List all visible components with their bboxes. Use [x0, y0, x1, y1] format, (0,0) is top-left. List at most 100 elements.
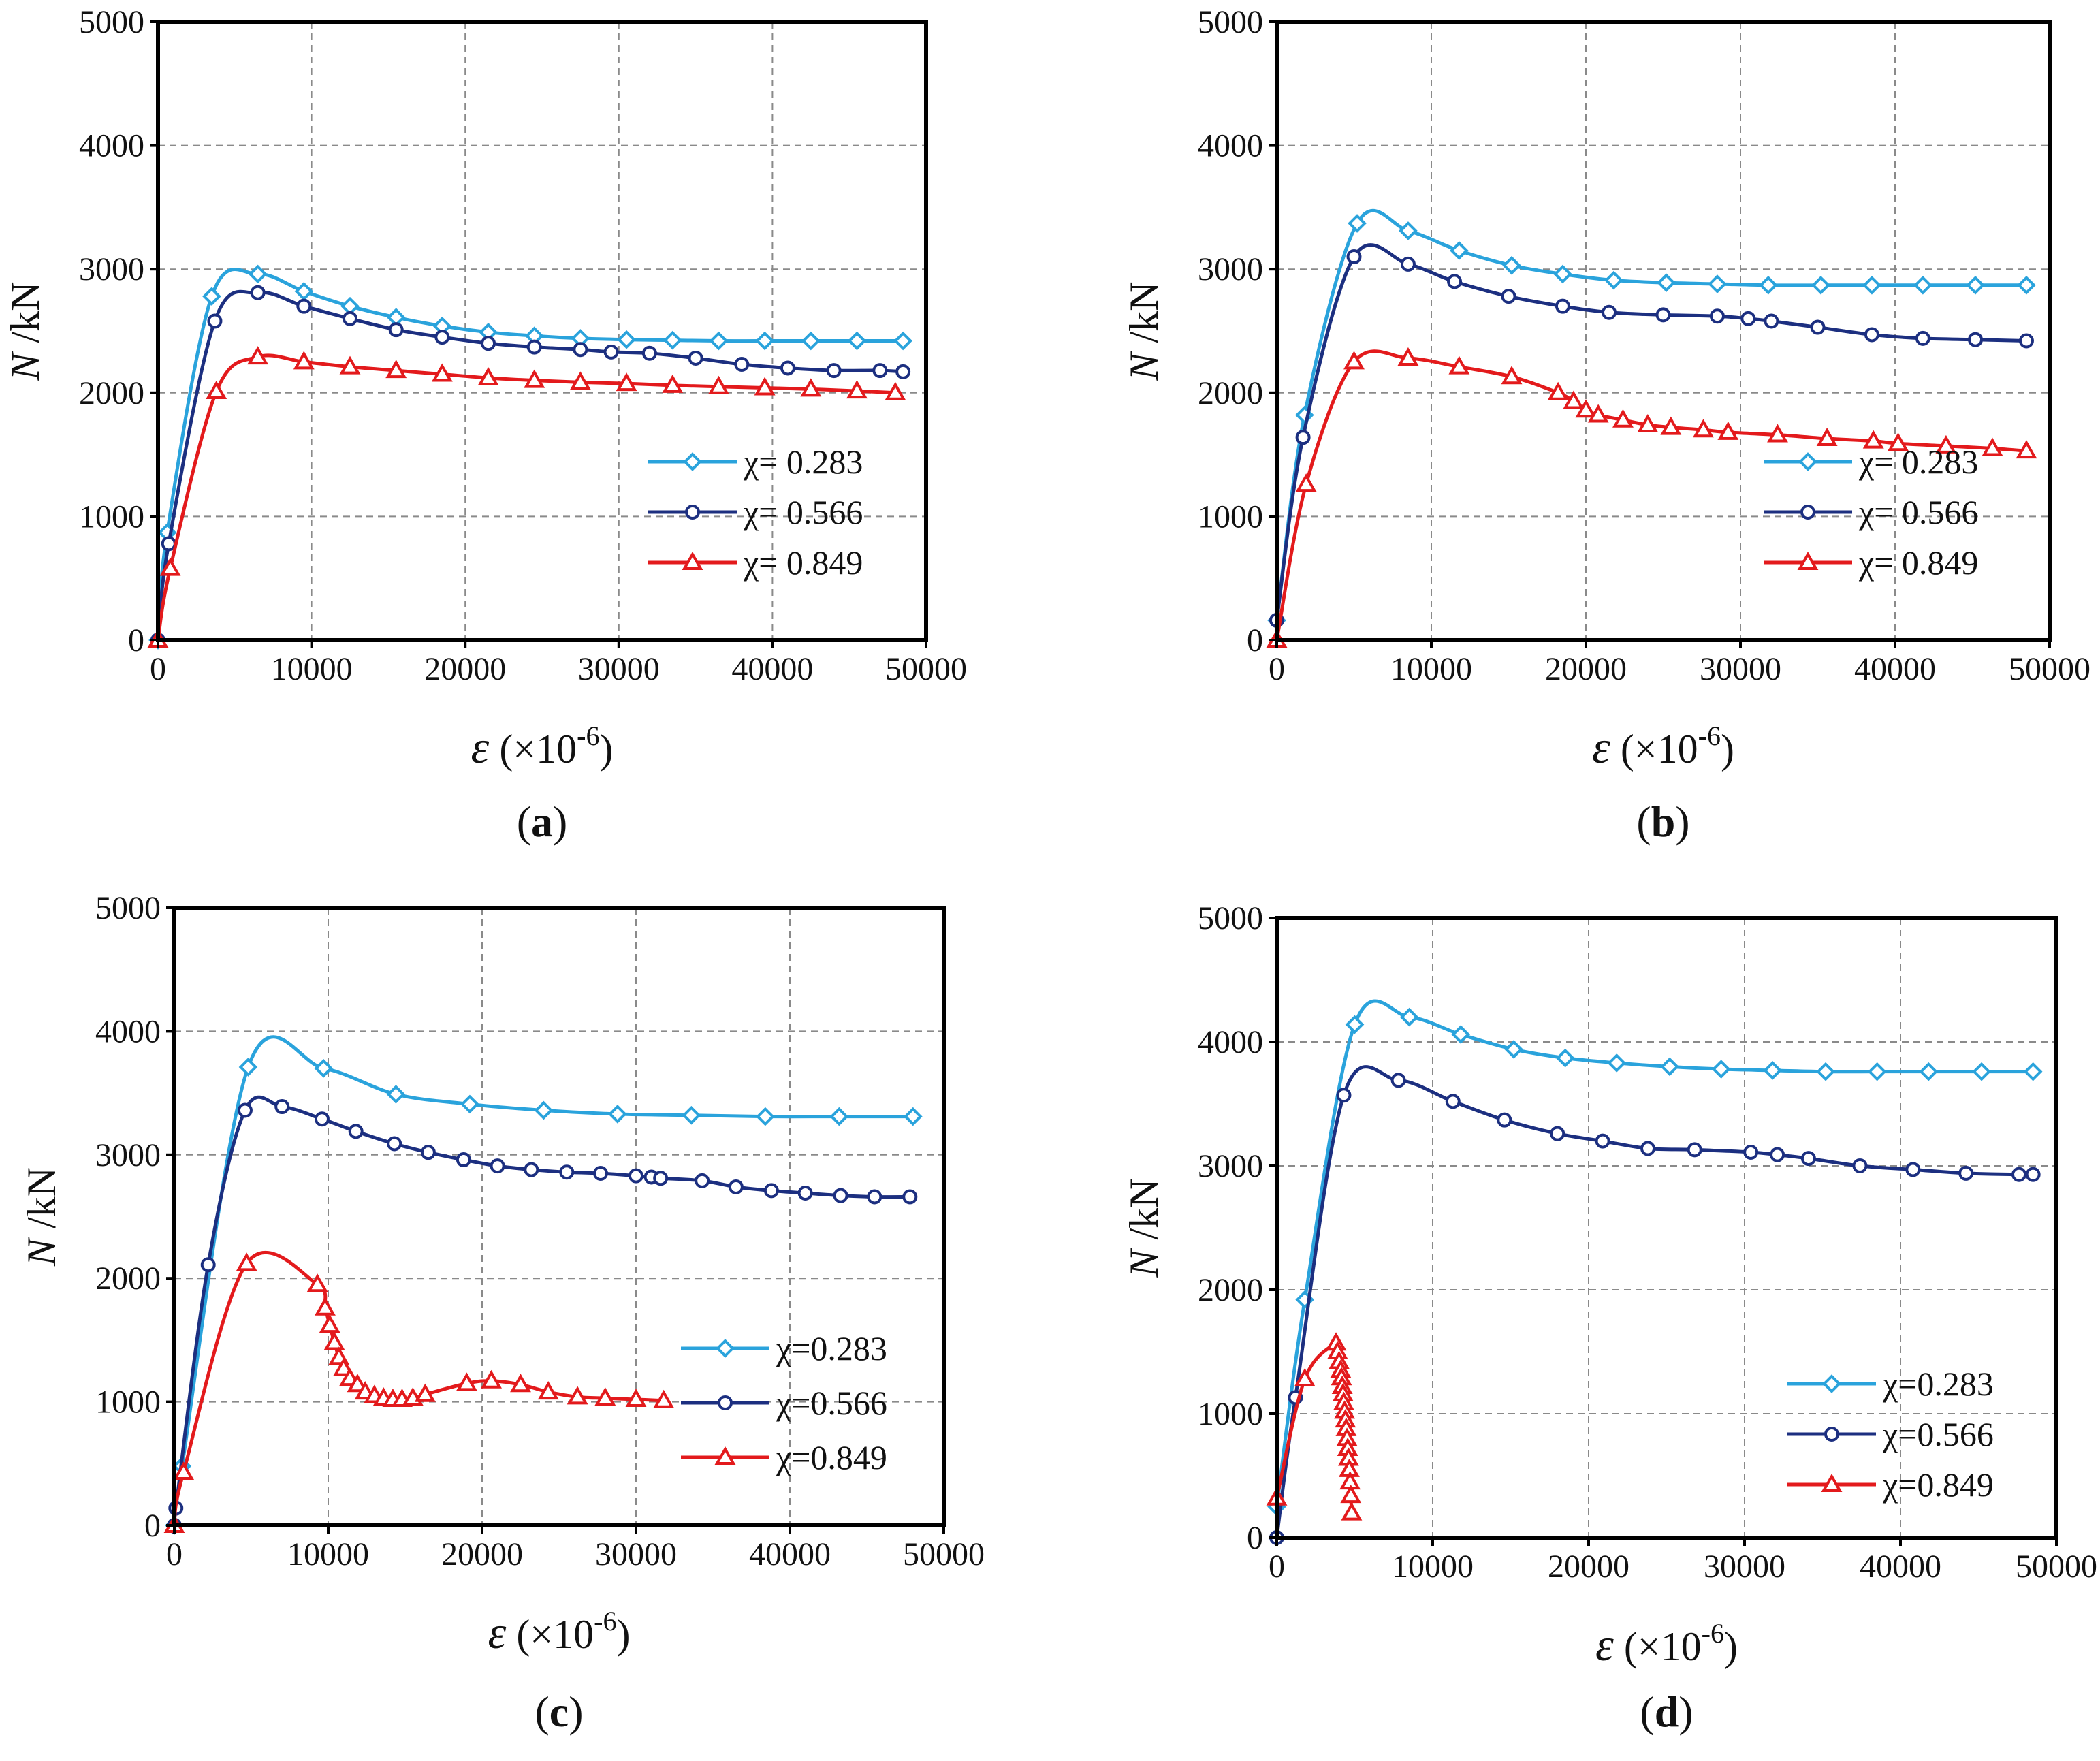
legend-label: χ=0.566 — [776, 1384, 887, 1422]
data-point-triangle — [1717, 421, 1739, 440]
data-point-circle — [1400, 256, 1416, 272]
data-point-circle — [573, 342, 588, 358]
data-point-diamond — [238, 1058, 258, 1077]
x-axis-unit: (×10 — [489, 727, 577, 772]
data-point-circle — [481, 336, 496, 351]
data-point-triangle — [1693, 419, 1714, 438]
data-point-triangle — [1575, 399, 1597, 418]
data-point-diamond — [2017, 275, 2036, 295]
y-tick-label: 1000 — [95, 1384, 161, 1421]
legend-marker-triangle — [714, 1446, 736, 1465]
legend-label: χ= 0.283 — [1858, 443, 1978, 481]
data-point-circle — [1764, 313, 1779, 329]
x-axis-close: ) — [1724, 1624, 1738, 1669]
data-point-circle — [593, 1166, 609, 1181]
data-point-diamond — [663, 330, 682, 350]
legend-marker-triangle — [682, 551, 703, 570]
y-tick-label: 3000 — [95, 1137, 161, 1173]
y-tick-label: 4000 — [79, 128, 144, 164]
x-axis-unit: (×10 — [1614, 1624, 1702, 1669]
data-point-circle — [797, 1186, 813, 1201]
data-point-circle — [872, 363, 888, 379]
data-point-circle — [833, 1188, 848, 1203]
data-point-diamond — [1816, 1062, 1835, 1081]
data-point-triangle — [1982, 437, 2003, 456]
data-point-diamond — [294, 282, 314, 301]
y-tick-label: 3000 — [1198, 1148, 1263, 1184]
y-tick-label: 4000 — [95, 1013, 161, 1049]
data-point-circle — [250, 285, 266, 300]
data-point-diamond — [1708, 274, 1727, 294]
data-point-circle — [387, 1136, 402, 1152]
x-axis-exponent: -6 — [577, 720, 599, 751]
data-point-triangle — [537, 1381, 559, 1400]
data-point-circle — [161, 536, 176, 552]
data-point-triangle — [1637, 413, 1659, 433]
plot-frame — [1275, 20, 2052, 642]
x-axis-symbol: ε — [1592, 721, 1610, 773]
data-point-diamond — [1450, 241, 1469, 260]
data-point-circle — [434, 330, 450, 345]
data-point-diamond — [903, 1107, 923, 1126]
x-tick-label: 20000 — [424, 651, 506, 687]
data-point-triangle — [293, 351, 315, 370]
x-axis-close: ) — [1721, 727, 1734, 772]
x-tick-label: 20000 — [1545, 651, 1627, 687]
data-point-circle — [1346, 249, 1362, 265]
x-axis-symbol: ε — [471, 721, 490, 773]
data-point-diamond — [1399, 1007, 1419, 1027]
data-point-circle — [524, 1162, 539, 1177]
data-point-diamond — [202, 287, 221, 306]
legend: χ= 0.283 χ= 0.566 χ= 0.849 — [1764, 443, 1978, 582]
x-axis-label: ε (×10-6) — [1592, 720, 1734, 773]
data-point-diamond — [534, 1100, 554, 1120]
legend-marker-circle — [718, 1395, 733, 1410]
data-point-triangle — [1660, 416, 1682, 435]
x-tick-label: 50000 — [2016, 1549, 2097, 1585]
data-point-triangle — [616, 372, 637, 392]
data-point-triangle — [1587, 404, 1609, 423]
legend-label: χ= 0.566 — [743, 493, 863, 531]
y-tick-label: 5000 — [1198, 900, 1263, 936]
data-point-circle — [200, 1257, 216, 1273]
data-point-diamond — [460, 1094, 479, 1114]
data-point-circle — [728, 1179, 744, 1194]
data-point-triangle — [385, 360, 407, 379]
data-point-diamond — [1604, 270, 1623, 290]
data-point-circle — [1295, 430, 1311, 445]
data-point-triangle — [481, 1369, 503, 1389]
data-point-diamond — [608, 1105, 627, 1124]
panel-label: (b) — [1636, 797, 1689, 846]
legend-marker-diamond — [1822, 1374, 1841, 1393]
x-tick-label: 10000 — [271, 651, 353, 687]
x-tick-label: 30000 — [1700, 651, 1781, 687]
data-point-circle — [1800, 1151, 1816, 1167]
data-point-triangle — [524, 369, 545, 388]
data-point-circle — [343, 311, 357, 326]
y-tick-label: 5000 — [95, 890, 161, 926]
y-axis-unit: /kN — [3, 281, 48, 353]
legend-marker-circle — [1824, 1427, 1839, 1442]
legend-label: χ=0.283 — [776, 1329, 887, 1367]
data-point-circle — [1810, 319, 1826, 335]
data-point-triangle — [315, 1297, 336, 1316]
data-point-circle — [1595, 1133, 1610, 1149]
x-tick-label: 30000 — [1704, 1549, 1785, 1585]
data-point-diamond — [1867, 1062, 1887, 1081]
x-axis-exponent: -6 — [1698, 720, 1721, 751]
data-point-triangle — [333, 1357, 355, 1376]
x-tick-label: 0 — [1269, 651, 1285, 687]
data-point-circle — [207, 313, 223, 329]
data-point-triangle — [414, 1383, 436, 1402]
data-point-circle — [1864, 327, 1879, 343]
data-point-diamond — [1862, 275, 1881, 295]
y-tick-label: 4000 — [1198, 128, 1263, 164]
data-point-triangle — [569, 371, 591, 390]
data-point-circle — [1390, 1073, 1406, 1088]
data-point-triangle — [1816, 427, 1838, 446]
x-tick-label: 0 — [166, 1536, 182, 1572]
panel-b: 0 10000 20000 30000 40000 50000 0 1000 2000 3000 4… — [1121, 4, 2090, 846]
data-point-triangle — [306, 1273, 328, 1292]
y-axis-label: N /kN — [19, 1167, 64, 1267]
panel-label: (c) — [535, 1687, 583, 1736]
